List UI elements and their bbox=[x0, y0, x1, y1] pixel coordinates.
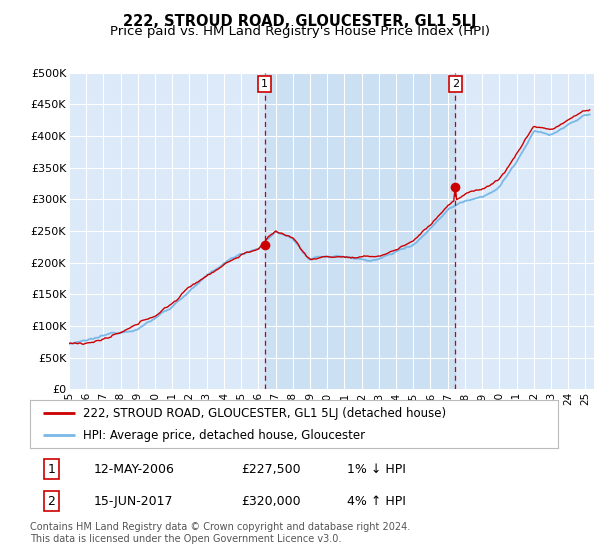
Text: 2: 2 bbox=[452, 79, 459, 89]
Text: 1: 1 bbox=[261, 79, 268, 89]
Text: £227,500: £227,500 bbox=[241, 463, 301, 475]
Text: Price paid vs. HM Land Registry's House Price Index (HPI): Price paid vs. HM Land Registry's House … bbox=[110, 25, 490, 38]
Bar bbox=[265, 73, 455, 389]
Text: 15-JUN-2017: 15-JUN-2017 bbox=[94, 494, 173, 508]
Text: Contains HM Land Registry data © Crown copyright and database right 2024.
This d: Contains HM Land Registry data © Crown c… bbox=[30, 522, 410, 544]
Text: 1: 1 bbox=[47, 463, 55, 475]
Text: 222, STROUD ROAD, GLOUCESTER, GL1 5LJ: 222, STROUD ROAD, GLOUCESTER, GL1 5LJ bbox=[123, 14, 477, 29]
Text: 4% ↑ HPI: 4% ↑ HPI bbox=[347, 494, 406, 508]
Text: 2: 2 bbox=[47, 494, 55, 508]
Text: £320,000: £320,000 bbox=[241, 494, 301, 508]
Text: 1% ↓ HPI: 1% ↓ HPI bbox=[347, 463, 406, 475]
Text: 222, STROUD ROAD, GLOUCESTER, GL1 5LJ (detached house): 222, STROUD ROAD, GLOUCESTER, GL1 5LJ (d… bbox=[83, 407, 446, 420]
Text: HPI: Average price, detached house, Gloucester: HPI: Average price, detached house, Glou… bbox=[83, 428, 365, 442]
Text: 12-MAY-2006: 12-MAY-2006 bbox=[94, 463, 174, 475]
